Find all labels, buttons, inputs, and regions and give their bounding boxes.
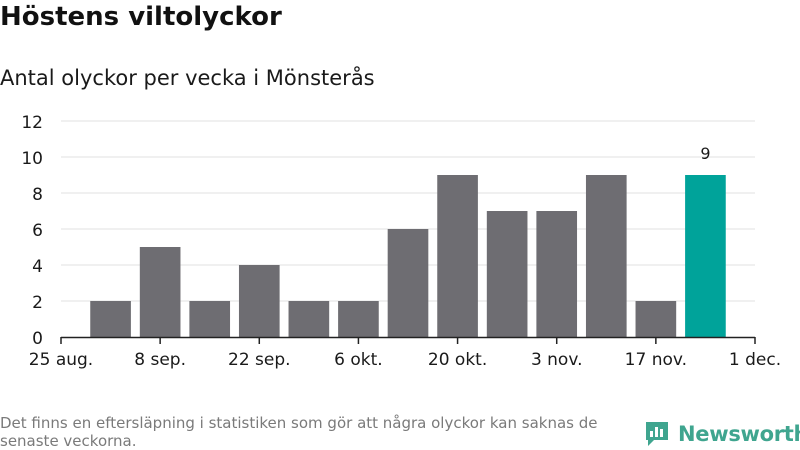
y-tick-label: 6	[32, 221, 43, 241]
newsworthy-logo: Newsworthy	[644, 420, 800, 448]
footnote: Det finns en eftersläpning i statistiken…	[0, 414, 598, 450]
bar	[437, 175, 478, 337]
bar	[635, 301, 677, 337]
bar	[238, 265, 280, 337]
y-tick-label: 2	[32, 293, 43, 313]
bar	[90, 301, 131, 337]
bar-highlight	[685, 175, 726, 337]
bar	[139, 247, 181, 337]
x-tick-label: 22 sep.	[228, 350, 291, 370]
bar-chart-logo-icon	[646, 422, 668, 446]
y-tick-label: 4	[32, 257, 43, 277]
bar	[288, 301, 330, 337]
y-tick-label: 0	[32, 329, 43, 349]
x-tick-label: 1 dec.	[729, 350, 781, 370]
bar	[338, 301, 379, 337]
x-tick-label: 25 aug.	[29, 350, 93, 370]
bar	[189, 301, 231, 337]
x-tick-label: 20 okt.	[428, 350, 487, 370]
bar	[585, 175, 627, 337]
logo-text: Newsworthy	[678, 422, 800, 446]
y-tick-label: 12	[21, 113, 43, 133]
chart-title: Höstens viltolyckor	[0, 2, 282, 32]
data-label: 9	[700, 144, 710, 163]
x-tick-label: 8 sep.	[134, 350, 186, 370]
bar-chart: 0 2 4 6 8 10 12 9 25 aug. 8 sep. 22 sep. 6 okt. 20 o…	[21, 113, 781, 370]
x-tick-label: 17 nov.	[625, 350, 687, 370]
x-tick-label: 6 okt.	[334, 350, 383, 370]
bar	[387, 229, 429, 337]
x-tick-label: 3 nov.	[531, 350, 583, 370]
bar	[536, 211, 578, 337]
bar	[486, 211, 528, 337]
chart-subtitle: Antal olyckor per vecka i Mönsterås	[0, 66, 375, 90]
y-tick-label: 10	[21, 149, 43, 169]
y-tick-label: 8	[32, 185, 43, 205]
